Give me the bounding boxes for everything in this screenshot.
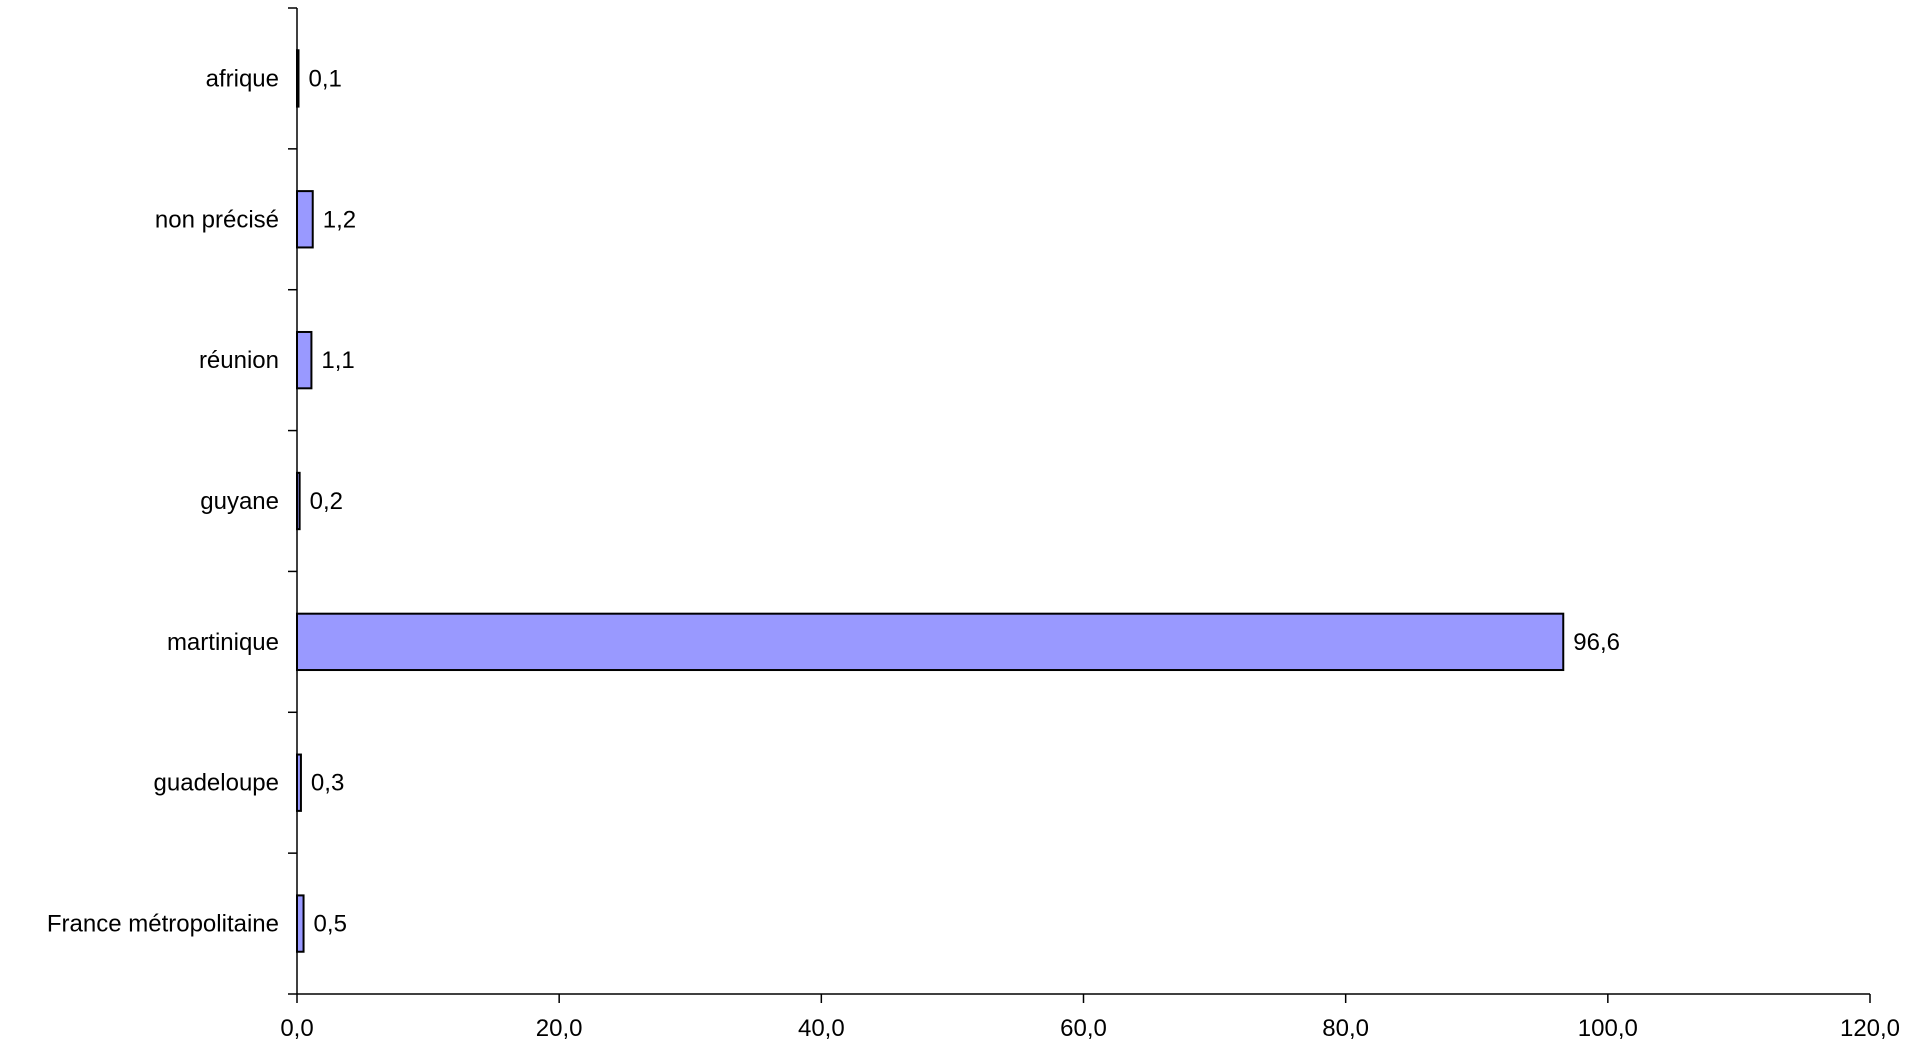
x-tick-label: 100,0 (1578, 1015, 1638, 1042)
value-label: 96,6 (1573, 629, 1620, 656)
category-label: réunion (199, 347, 279, 374)
bar-non-precise (296, 190, 314, 249)
category-label: non précisé (155, 206, 279, 233)
axes-layer (288, 7, 1871, 1003)
value-label: 0,2 (310, 488, 343, 515)
bar-reunion (296, 330, 313, 390)
category-label: afrique (206, 65, 279, 92)
value-label: 0,1 (309, 65, 342, 92)
bar-france-metropolitaine (296, 894, 305, 953)
bar-martinique (296, 612, 1565, 672)
value-label: 0,5 (314, 911, 347, 938)
value-label: 0,3 (311, 770, 344, 797)
x-tick-label: 60,0 (1060, 1015, 1107, 1042)
category-label: guadeloupe (154, 770, 279, 797)
x-tick-label: 40,0 (798, 1015, 845, 1042)
value-label: 1,2 (323, 206, 356, 233)
category-label: martinique (167, 629, 279, 656)
value-label: 1,1 (321, 347, 354, 374)
x-tick-label: 20,0 (536, 1015, 583, 1042)
bars-layer (296, 49, 1565, 953)
category-label: guyane (200, 488, 279, 515)
x-tick-label: 80,0 (1322, 1015, 1369, 1042)
x-tick-label: 120,0 (1840, 1015, 1900, 1042)
x-tick-label: 0,0 (280, 1015, 313, 1042)
labels-layer: 0,0 20,0 40,0 60,0 80,0 100,0 120,0 France métr… (47, 65, 1900, 1042)
category-label: France métropolitaine (47, 911, 279, 938)
